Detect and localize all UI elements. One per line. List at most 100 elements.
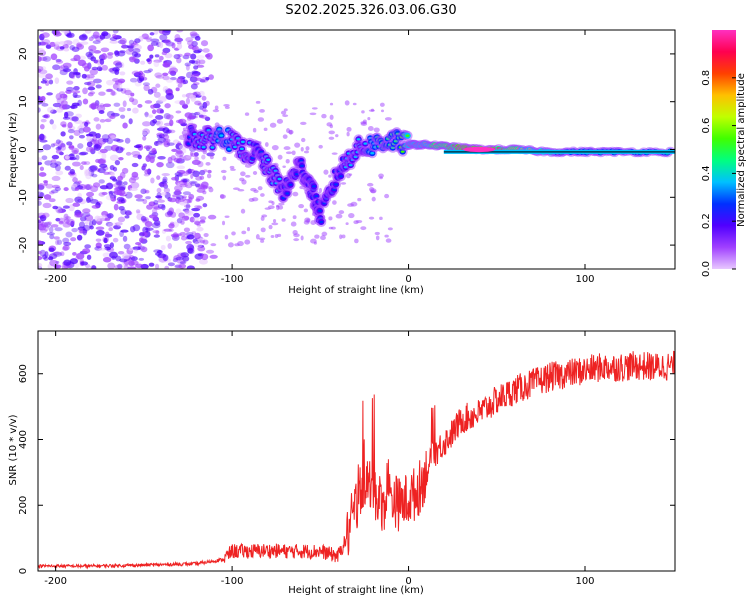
noise-blob — [246, 226, 251, 232]
noise-blob — [38, 86, 42, 90]
noise-blob — [139, 72, 146, 79]
noise-blob — [290, 221, 297, 227]
noise-blob — [89, 225, 94, 230]
noise-blob — [144, 227, 154, 231]
noise-blob — [330, 226, 336, 230]
noise-blob — [45, 73, 53, 80]
noise-blob — [185, 170, 192, 175]
noise-blob — [62, 62, 72, 69]
noise-blob — [68, 144, 75, 150]
noise-blob — [361, 110, 365, 114]
noise-blob — [176, 57, 182, 64]
noise-blob — [162, 127, 170, 134]
noise-blob — [387, 227, 393, 231]
noise-blob — [106, 54, 113, 59]
noise-blob — [83, 65, 90, 72]
noise-blob — [65, 197, 74, 204]
noise-blob — [159, 181, 165, 188]
noise-blob — [163, 187, 171, 193]
noise-blob — [191, 231, 197, 235]
noise-blob — [331, 152, 338, 155]
noise-blob — [41, 102, 49, 107]
noise-blob — [367, 126, 374, 132]
snr-y-tick-label: 600 — [18, 364, 29, 383]
noise-blob — [162, 72, 169, 77]
noise-blob — [140, 263, 149, 269]
colorbar: 0.0 0.2 0.4 0.6 0.8 Normalized spectral ampl… — [701, 30, 747, 277]
noise-blob — [241, 230, 247, 235]
noise-blob — [111, 33, 117, 39]
noise-blob — [179, 154, 184, 160]
noise-blob — [101, 64, 109, 71]
noise-blob — [140, 215, 147, 222]
noise-blob — [151, 147, 157, 154]
noise-blob — [175, 256, 184, 261]
noise-blob — [144, 100, 153, 104]
noise-blob — [301, 137, 306, 143]
noise-blob — [264, 142, 269, 147]
noise-blob — [176, 165, 186, 170]
noise-blob — [67, 128, 75, 134]
noise-blob — [227, 242, 234, 248]
noise-blob — [276, 205, 280, 211]
noise-blob — [244, 239, 251, 245]
noise-blob — [176, 30, 184, 33]
noise-blob — [124, 215, 130, 219]
noise-blob — [165, 161, 175, 169]
noise-blob — [97, 167, 106, 174]
noise-blob — [177, 43, 183, 50]
noise-blob — [131, 70, 141, 76]
noise-blob — [222, 156, 227, 161]
noise-blob — [155, 114, 164, 120]
noise-blob — [91, 173, 98, 178]
noise-blob — [151, 222, 161, 229]
noise-blob — [71, 72, 76, 80]
noise-blob — [201, 253, 209, 261]
noise-blob — [354, 238, 359, 244]
snr-panel: -200 -100 0 100 0 200 400 600 Height of straigh… — [8, 330, 676, 596]
noise-blob — [142, 135, 147, 141]
noise-blob — [153, 30, 159, 35]
noise-blob — [188, 196, 193, 204]
noise-blob — [109, 194, 117, 199]
noise-blob — [93, 50, 102, 54]
noise-blob — [121, 44, 130, 49]
noise-blob — [146, 58, 151, 62]
noise-blob — [78, 34, 88, 41]
noise-blob — [50, 159, 57, 163]
noise-blob — [183, 103, 189, 109]
noise-blob — [311, 107, 318, 110]
noise-blob — [84, 121, 89, 127]
noise-blob — [133, 248, 138, 254]
noise-blob — [220, 169, 227, 174]
noise-blob — [118, 107, 126, 113]
noise-blob — [222, 220, 226, 226]
noise-blob — [89, 147, 95, 152]
colorbar-tick-label: 0.4 — [701, 165, 712, 181]
noise-blob — [72, 92, 78, 98]
noise-blob — [42, 212, 50, 218]
noise-blob — [120, 114, 126, 119]
noise-blob — [131, 150, 141, 156]
noise-blob — [92, 40, 101, 45]
noise-blob — [46, 92, 53, 96]
noise-blob — [112, 82, 120, 90]
noise-blob — [141, 235, 147, 241]
noise-blob — [229, 165, 235, 169]
noise-blob — [61, 246, 69, 251]
noise-blob — [173, 53, 181, 60]
noise-blob — [182, 127, 187, 131]
noise-blob — [88, 45, 97, 52]
noise-blob — [285, 151, 293, 155]
noise-blob — [95, 242, 102, 249]
noise-blob — [116, 221, 122, 227]
noise-blob — [62, 68, 72, 73]
noise-blob — [65, 89, 72, 94]
noise-blob — [142, 121, 151, 127]
noise-blob — [222, 175, 227, 181]
noise-blob — [85, 146, 94, 153]
noise-blob — [162, 176, 168, 183]
noise-blob — [298, 203, 305, 209]
noise-blob — [174, 37, 184, 43]
